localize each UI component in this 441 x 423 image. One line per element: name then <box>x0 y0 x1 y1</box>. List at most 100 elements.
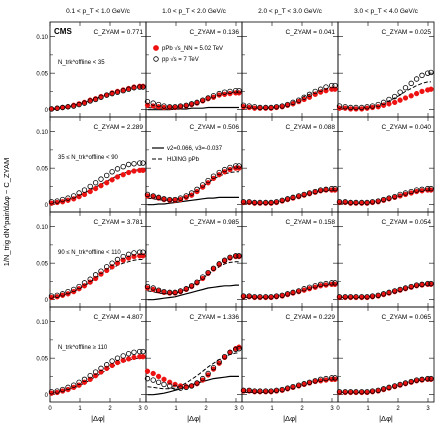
pp-point <box>125 161 132 168</box>
ppb-point <box>323 282 329 288</box>
pp-point <box>131 250 137 256</box>
panel-r2-c1 <box>48 116 147 213</box>
ppb-point <box>92 373 99 379</box>
czyam-label: C_ZYAM = 4.807 <box>93 314 143 321</box>
pp-point <box>199 97 206 103</box>
pp-point <box>273 387 280 394</box>
y-tick-label: 0.10 <box>36 225 48 231</box>
pp-point <box>48 199 55 205</box>
x-tick-label: 0 <box>48 406 52 412</box>
ppb-point <box>54 389 60 396</box>
fit-line <box>147 284 239 301</box>
czyam-label: C_ZYAM = 0.054 <box>381 219 431 226</box>
pp-point <box>103 264 110 270</box>
pp-point <box>81 187 88 193</box>
pp-point <box>210 93 217 99</box>
x-tick-label: 2 <box>396 406 400 412</box>
pp-point <box>155 379 162 385</box>
pp-point <box>323 186 329 193</box>
pp-point <box>413 187 420 193</box>
ppb-point <box>200 275 206 282</box>
pp-point <box>221 353 228 360</box>
pp-point <box>301 286 307 292</box>
pp-point <box>188 383 195 389</box>
x-tick-label: 3 <box>234 406 238 412</box>
pp-point <box>347 199 354 206</box>
pp-point <box>144 283 151 290</box>
ppb-point <box>131 253 137 260</box>
panel-r3-c3 <box>240 211 339 308</box>
pp-point <box>92 180 99 186</box>
y-tick-label: 0 <box>45 108 49 114</box>
hijing-line <box>147 261 239 295</box>
ppb-point <box>109 362 115 369</box>
ppb-point <box>109 177 115 183</box>
pp-point <box>332 375 338 381</box>
ppb-point <box>144 193 151 199</box>
pp-point <box>194 279 200 285</box>
pp-point <box>210 173 217 179</box>
ppb-point <box>144 368 151 374</box>
pp-point <box>87 372 93 379</box>
pp-point <box>251 294 258 300</box>
pp-point <box>408 283 414 290</box>
pp-point <box>323 280 329 287</box>
pp-point <box>336 103 343 109</box>
ppb-point <box>48 294 55 301</box>
pp-point <box>279 386 285 393</box>
pp-point <box>81 376 88 383</box>
pp-point <box>336 389 343 395</box>
pp-point <box>375 387 381 394</box>
pp-point <box>120 353 126 359</box>
pp-point <box>92 369 99 375</box>
pp-point <box>296 97 302 103</box>
column-header-3: 2.0 < p_T < 3.0 GeV/c <box>258 8 323 15</box>
pp-point <box>205 177 211 184</box>
ppb-point <box>87 376 93 382</box>
pp-point <box>172 104 178 110</box>
pp-point <box>268 294 274 300</box>
ppb-point <box>109 264 115 270</box>
pp-point <box>425 280 431 287</box>
pp-point <box>257 388 263 394</box>
pp-point <box>131 161 137 167</box>
pp-point <box>109 169 115 175</box>
pp-point <box>109 260 115 266</box>
pp-point <box>188 283 195 289</box>
ppb-point <box>369 104 376 111</box>
pp-point <box>114 89 121 95</box>
pp-point <box>402 285 409 291</box>
pp-point <box>347 389 354 395</box>
pp-point <box>227 88 233 95</box>
x-tick-label: 0 <box>144 406 148 412</box>
pp-point <box>279 292 285 299</box>
pp-point <box>166 104 173 110</box>
x-tick-label: 2 <box>300 406 304 412</box>
pp-point <box>312 188 318 195</box>
pp-point <box>183 102 189 109</box>
panel-r2-c2 <box>144 116 243 213</box>
y-tick-label: 0 <box>45 203 49 209</box>
panel-r2-c3 <box>240 116 339 213</box>
pp-point <box>392 288 398 294</box>
ppb-point <box>177 196 184 203</box>
y-tick-label: 0.05 <box>36 357 48 363</box>
ppb-point <box>359 106 365 112</box>
pp-point <box>263 388 269 394</box>
pp-point <box>332 82 338 89</box>
pp-point <box>166 196 173 203</box>
pp-point <box>125 86 132 92</box>
pp-point <box>279 103 285 109</box>
czyam-label: C_ZYAM = 0.158 <box>285 219 335 226</box>
pp-point <box>369 388 376 394</box>
ppb-point <box>81 191 88 198</box>
pp-point <box>296 193 302 199</box>
ppb-point <box>317 283 324 289</box>
panel-r4-c1 <box>48 306 147 403</box>
pp-point <box>140 348 146 355</box>
czyam-label: C_ZYAM = 0.088 <box>285 124 335 131</box>
pp-point <box>257 199 263 206</box>
pp-point <box>76 283 82 290</box>
ppb-point <box>140 167 146 173</box>
ppb-point <box>131 168 137 174</box>
